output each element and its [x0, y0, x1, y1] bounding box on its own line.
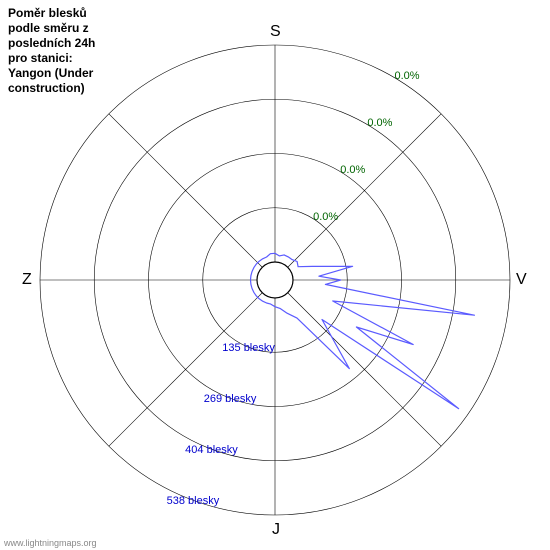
- ring-label-lower: 135 blesky: [222, 342, 275, 354]
- footer-text: www.lightningmaps.org: [4, 538, 97, 548]
- compass-east: V: [516, 271, 527, 289]
- ring-label-upper: 0.0%: [340, 164, 365, 176]
- compass-north: S: [270, 23, 281, 41]
- ring-label-lower: 404 blesky: [185, 444, 238, 456]
- compass-south: J: [272, 521, 280, 539]
- compass-west: Z: [22, 271, 32, 289]
- ring-label-upper: 0.0%: [313, 211, 338, 223]
- ring-label-upper: 0.0%: [395, 70, 420, 82]
- chart-title: Poměr blesků podle směru z posledních 24…: [8, 6, 148, 96]
- chart-container: Poměr blesků podle směru z posledních 24…: [0, 0, 550, 550]
- ring-label-lower: 538 blesky: [167, 495, 220, 507]
- ring-label-upper: 0.0%: [367, 117, 392, 129]
- ring-label-lower: 269 blesky: [204, 393, 257, 405]
